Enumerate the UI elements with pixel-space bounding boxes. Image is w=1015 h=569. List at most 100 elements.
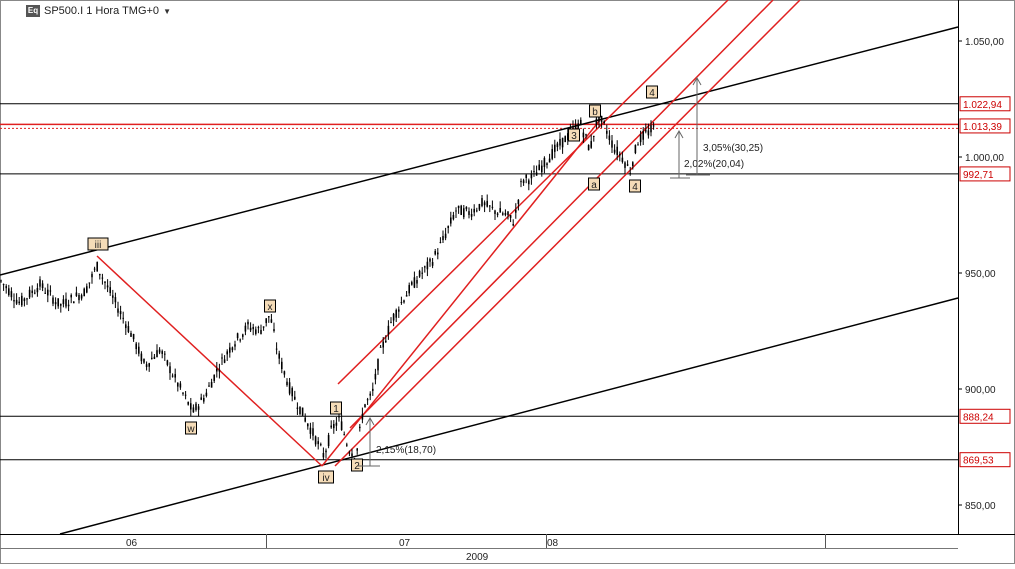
candle-body [616,146,618,155]
candle-body [304,417,306,422]
candle-body [221,357,223,359]
candle-body [283,371,286,375]
price-level-box [959,118,1011,134]
candle-body [255,329,257,334]
wave-label: 2 [354,461,360,472]
candle-body [130,332,132,337]
candle-body [478,204,481,210]
candle-body [408,285,410,294]
candle-body [10,291,13,298]
candle-body [140,353,143,362]
candle-body [104,281,106,284]
candle-body [645,130,647,132]
candle-body [400,301,403,303]
candle-body [369,393,371,396]
candle-body [491,206,494,208]
candle-body [541,165,543,173]
candle-body [195,403,197,410]
wave-label: x [268,302,273,313]
wave-label-box [330,401,342,415]
candle-body [223,359,226,363]
wave-label: 1 [333,404,339,415]
candle-body [265,318,267,324]
candle-body [439,242,442,244]
candle-body [494,210,496,214]
measure-arrow-2-head [692,76,702,86]
candle-body [78,294,80,301]
candle-body [179,383,182,388]
candle-body [184,394,187,396]
candle-body [156,350,158,358]
candle-body [647,130,650,136]
candle-body [486,200,488,207]
candle-body [582,132,585,138]
candle-body [210,381,213,388]
candle-body [590,141,592,148]
candle-body [317,441,319,445]
candle-body [629,172,631,174]
candle-body [288,382,291,394]
upper-trendline [0,26,959,276]
candle-body [21,295,23,306]
candle-body [632,162,634,166]
measurement-label: 2,02%(20,04) [684,159,744,170]
candle-body [192,407,195,413]
candle-body [554,144,556,152]
candle-body [73,301,75,304]
candle-body [151,357,153,359]
candle-body [275,348,278,350]
candle-body [314,436,317,445]
price-level-box [959,166,1011,182]
candle-body [556,143,559,148]
candle-body [236,333,239,339]
candle-body [252,327,254,330]
chart-header[interactable]: Eq SP500.I 1 Hora TMG+0 ▼ [26,3,171,19]
candle-body [520,181,522,183]
candle-body [65,298,67,307]
y-tick-label: 850,00 [965,501,996,512]
candle-body [481,198,483,207]
candle-body [278,353,280,359]
candle-body [639,134,642,143]
candle-body [476,210,478,212]
red-advance-line [321,119,601,467]
candle-body [359,426,361,429]
wave-label: b [592,107,598,118]
candle-body [356,448,358,451]
red-decline-line [96,255,323,467]
candle-body [403,300,405,303]
candle-body [26,298,28,300]
triangle-down-icon[interactable]: ▼ [163,6,171,16]
candle-body [343,434,345,436]
measurement-label: 3,05%(30,25) [703,143,763,154]
candle-body [325,450,327,453]
candle-body [114,297,117,303]
candle-body [426,261,429,270]
candle-body [561,137,564,148]
candle-body [122,317,124,319]
candle-body [291,388,293,397]
candle-body [418,270,421,277]
candle-body [642,131,644,140]
price-level-box [959,96,1011,112]
candle-body [507,211,509,216]
candle-body [330,425,332,428]
candle-body [509,215,512,218]
candle-body [515,209,517,213]
price-level-label: 1.022,94 [963,100,1002,111]
candle-body [161,351,163,354]
candle-body [247,321,249,325]
candle-body [559,138,561,146]
measurement-label: 2,15%(18,70) [376,445,436,456]
candle-body [577,123,579,129]
candle-body [31,290,33,293]
candle-body [535,172,538,176]
candle-body [177,382,179,387]
candle-body [0,280,2,282]
candle-body [109,287,111,294]
wave-label-box [318,470,334,484]
candle-body [208,385,210,387]
